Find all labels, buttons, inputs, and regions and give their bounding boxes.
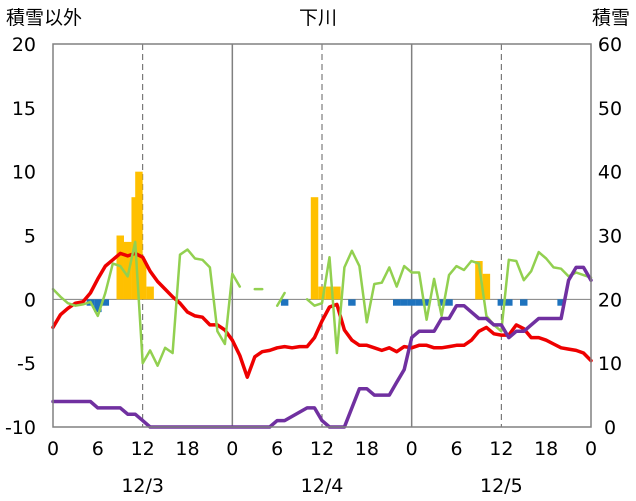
- y-tick-left: -5: [17, 353, 36, 375]
- y-tick-right: 0: [604, 417, 616, 439]
- bar-orange: [325, 286, 334, 300]
- y-tick-left: 5: [24, 226, 36, 248]
- bar-blue: [348, 299, 356, 306]
- line-series-red: [51, 251, 593, 379]
- bar-blue: [392, 299, 401, 306]
- x-tick: 0: [585, 438, 597, 460]
- x-tick: 12: [489, 438, 513, 460]
- y-tick-left: 20: [12, 34, 36, 56]
- bar-orange: [310, 197, 319, 300]
- x-tick: 6: [271, 438, 283, 460]
- bar-blue: [400, 299, 408, 306]
- line-series: [51, 240, 593, 429]
- bar-blue: [94, 299, 102, 313]
- y-tick-right: 60: [598, 34, 622, 56]
- bar-orange: [333, 286, 341, 300]
- bar-blue: [280, 299, 289, 306]
- x-date-label: 12/3: [121, 475, 164, 497]
- bar-blue: [505, 299, 513, 306]
- bar-blue: [445, 299, 453, 306]
- x-tick: 0: [47, 438, 59, 460]
- x-tick: 18: [175, 438, 199, 460]
- x-tick: 18: [355, 438, 379, 460]
- x-tick: 6: [92, 438, 104, 460]
- x-tick: 12: [131, 438, 155, 460]
- y-axis-label-left: 積雪以外: [6, 7, 82, 29]
- x-tick: 18: [534, 438, 558, 460]
- y-tick-right: 20: [598, 289, 622, 311]
- y-tick-right: 10: [598, 353, 622, 375]
- bar-blue: [497, 299, 506, 306]
- x-tick: 6: [450, 438, 462, 460]
- bar-series: [86, 171, 565, 313]
- y-tick-right: 30: [598, 226, 622, 248]
- line-series-green: [51, 240, 242, 367]
- y-tick-right: 40: [598, 162, 622, 184]
- y-tick-left: 10: [12, 162, 36, 184]
- y-tick-left: 15: [12, 98, 36, 120]
- x-date-label: 12/5: [480, 475, 523, 497]
- bar-blue: [101, 299, 110, 306]
- x-tick: 0: [406, 438, 418, 460]
- y-tick-left: -10: [5, 417, 36, 439]
- bar-orange: [135, 171, 143, 300]
- bar-blue: [557, 299, 565, 306]
- bar-blue: [407, 299, 416, 306]
- x-tick: 12: [310, 438, 334, 460]
- line-series-green: [275, 291, 286, 307]
- bar-orange: [138, 261, 147, 300]
- chart-title: 下川: [299, 7, 337, 29]
- y-tick-left: 0: [24, 289, 36, 311]
- bar-blue: [437, 299, 446, 306]
- y-tick-right: 50: [598, 98, 622, 120]
- bar-blue: [422, 299, 431, 306]
- bar-orange: [146, 286, 154, 300]
- plot-frame: [52, 43, 592, 428]
- bar-blue: [415, 299, 423, 306]
- bar-orange: [482, 273, 491, 300]
- y-axis-label-right: 積雪: [592, 7, 630, 29]
- bar-blue: [520, 299, 528, 306]
- bar-orange: [475, 261, 483, 300]
- x-tick: 0: [226, 438, 238, 460]
- x-date-label: 12/4: [301, 475, 344, 497]
- line-series-green: [305, 249, 593, 355]
- bar-orange: [318, 286, 326, 300]
